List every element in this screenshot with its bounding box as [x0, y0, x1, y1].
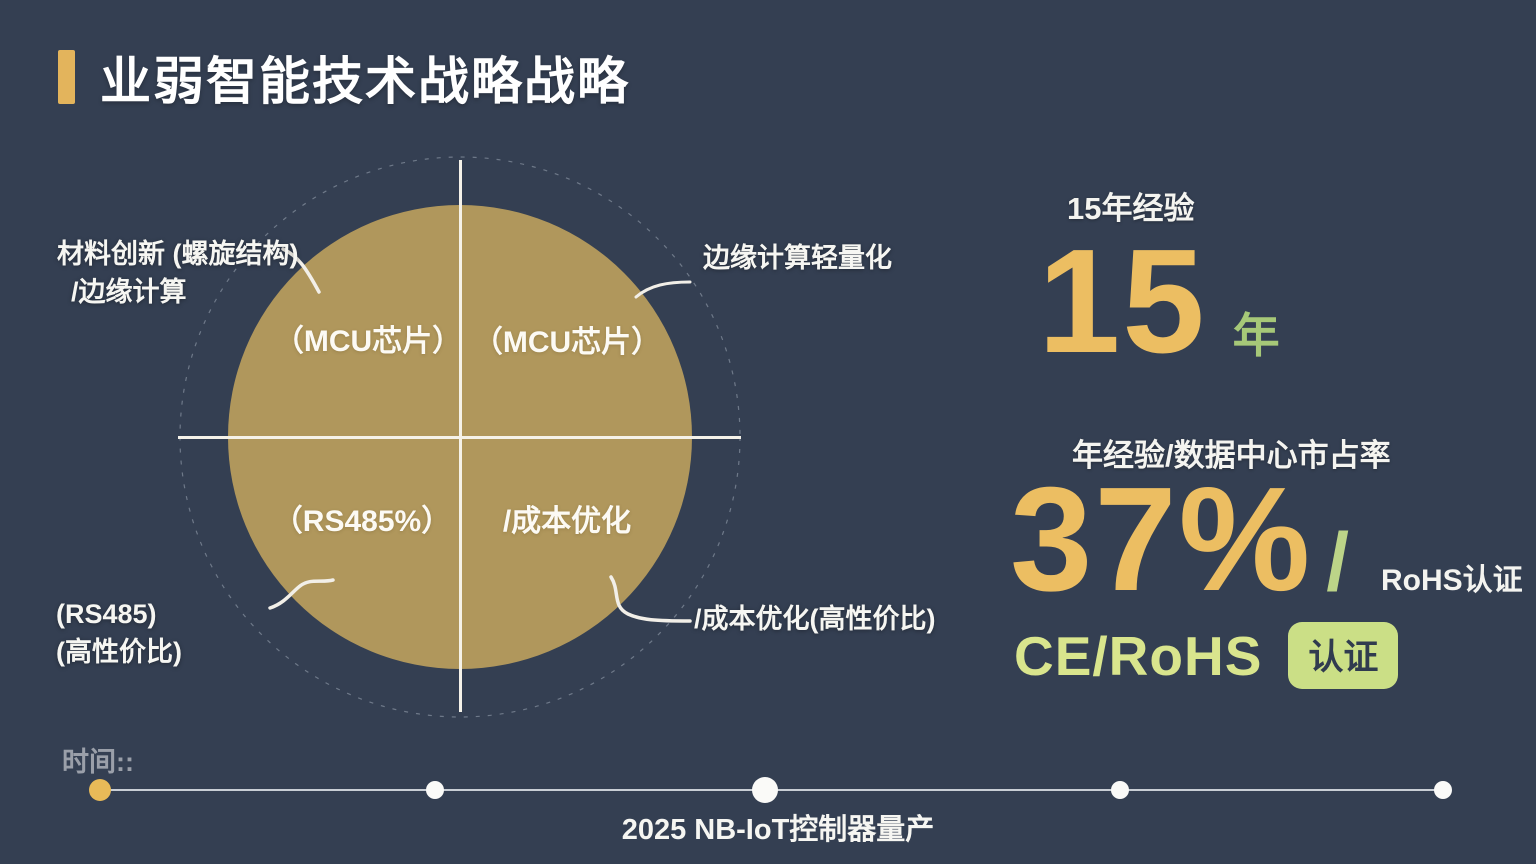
timeline-milestone-label: 2025 NB-IoT控制器量产: [621, 814, 935, 846]
quadrant-label-top-left: （MCU芯片）: [273, 325, 463, 358]
market-share-divider: /: [1326, 517, 1350, 608]
experience-value: 15: [1038, 219, 1207, 384]
market-share-note: RoHS认证: [1381, 564, 1523, 597]
experience-value-row: 15 年: [1038, 219, 1280, 384]
title-accent-bar: [58, 50, 75, 104]
timeline-dot-1: [89, 779, 111, 801]
experience-unit: 年: [1232, 309, 1280, 362]
quadrant-label-top-right: （MCU芯片）: [472, 326, 662, 359]
certification-row: CE/RoHS 认证: [1014, 622, 1399, 689]
timeline-dot-5: [1434, 781, 1452, 799]
timeline-label: 时间::: [62, 747, 134, 777]
callout-bottom-left-line1: (RS485): [56, 599, 157, 629]
timeline-dot-3: [752, 777, 778, 803]
callout-bottom-right: /成本优化(高性价比): [694, 604, 936, 634]
callout-line-top-right: [634, 280, 692, 299]
quadrant-label-bottom-left: （RS485%）: [272, 505, 452, 538]
callout-top-left-line2: /边缘计算: [71, 276, 187, 307]
callout-top-left-line1: 材料创新 (螺旋结构): [57, 239, 299, 269]
callout-top-left: 材料创新 (螺旋结构) /边缘计算: [57, 236, 298, 312]
market-share-value: 37%: [1010, 457, 1313, 622]
callout-top-right: 边缘计算轻量化: [703, 243, 892, 273]
certification-badge: 认证: [1288, 622, 1399, 689]
callout-bottom-left-line2: (高性价比): [56, 636, 182, 667]
experience-heading: 15年经验: [1067, 191, 1195, 226]
callout-bottom-left: (RS485) (高性价比): [56, 596, 182, 672]
market-share-value-row: 37% / RoHS认证: [1010, 457, 1523, 622]
market-share-heading: 年经验/数据中心市占率: [1072, 438, 1391, 473]
timeline-dot-4: [1111, 781, 1129, 799]
timeline-dot-2: [426, 781, 444, 799]
quadrant-label-bottom-right: /成本优化: [502, 505, 632, 538]
certification-text: CE/RoHS: [1014, 624, 1263, 687]
page-title: 业弱智能技术战略战略: [100, 53, 631, 110]
